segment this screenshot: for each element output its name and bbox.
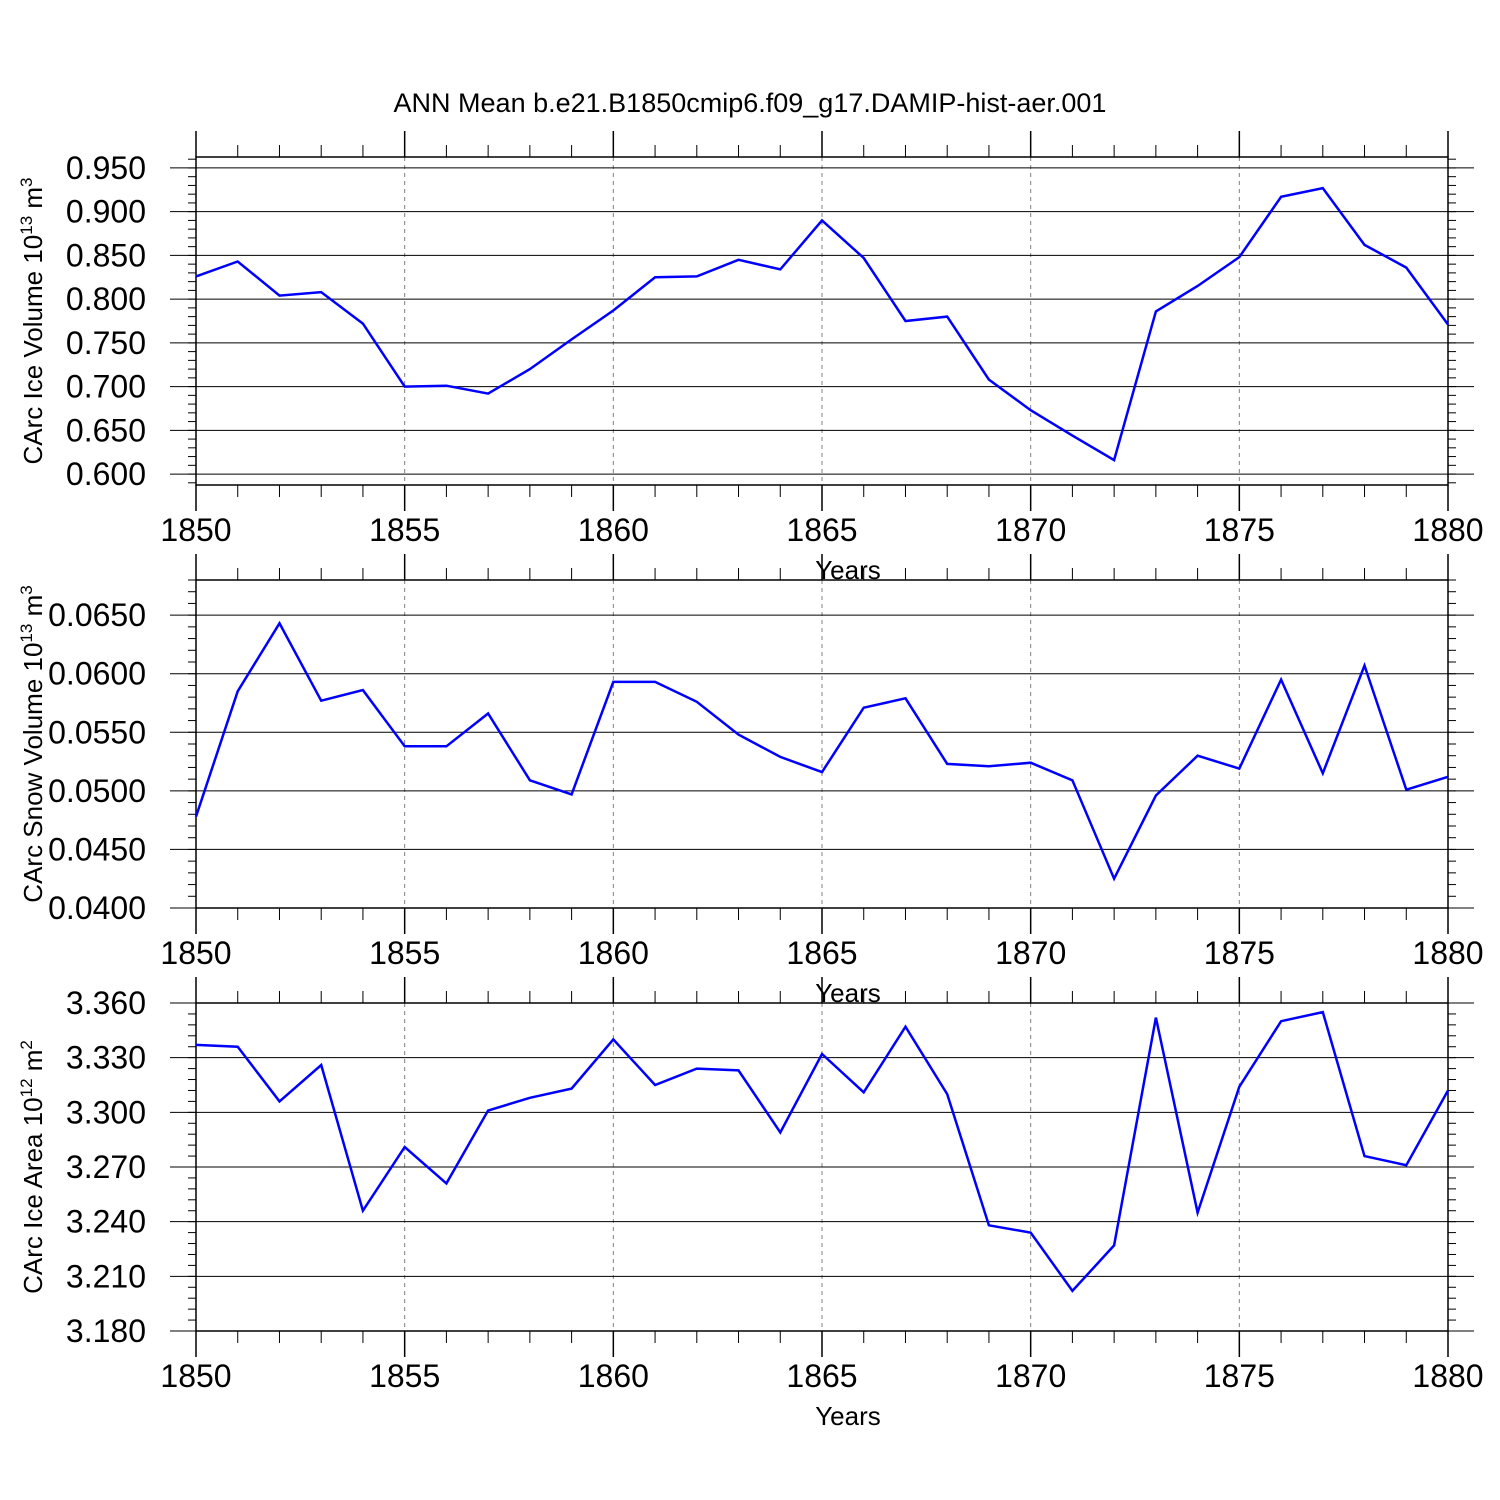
y-axis-title: CArc Snow Volume 1013 m3 bbox=[17, 585, 48, 902]
y-tick-label: 0.700 bbox=[66, 369, 146, 405]
x-tick-label: 1870 bbox=[995, 1358, 1066, 1394]
y-tick-label: 3.330 bbox=[66, 1040, 146, 1076]
x-tick-label: 1875 bbox=[1204, 935, 1275, 971]
y-tick-label: 3.270 bbox=[66, 1149, 146, 1185]
x-tick-label: 1875 bbox=[1204, 1358, 1275, 1394]
y-tick-label: 0.0550 bbox=[48, 714, 146, 750]
x-tick-label: 1870 bbox=[995, 935, 1066, 971]
x-tick-label: 1850 bbox=[160, 1358, 231, 1394]
y-tick-label: 3.180 bbox=[66, 1313, 146, 1349]
series-line bbox=[195, 186, 1450, 462]
page-title: ANN Mean b.e21.B1850cmip6.f09_g17.DAMIP-… bbox=[393, 88, 1107, 118]
y-axis-title: CArc Ice Area 1012 m2 bbox=[17, 1040, 48, 1294]
y-tick-label: 0.850 bbox=[66, 237, 146, 273]
y-tick-label: 3.210 bbox=[66, 1258, 146, 1294]
x-tick-label: 1860 bbox=[578, 512, 649, 548]
y-tick-label: 0.750 bbox=[66, 325, 146, 361]
x-tick-label: 1865 bbox=[786, 1358, 857, 1394]
chart-panel-2: 0.0400 0.0450 0.0500 0.0550 0.0600 0.0650 1850… bbox=[17, 554, 1484, 1008]
x-tick-label: 1860 bbox=[578, 1358, 649, 1394]
chart-panel-3: 3.180 3.210 3.240 3.270 3.300 3.330 3.360 1850 1… bbox=[17, 977, 1484, 1431]
x-tick-label: 1880 bbox=[1412, 512, 1483, 548]
y-tick-label: 0.0650 bbox=[48, 597, 146, 633]
x-tick-label: 1865 bbox=[786, 935, 857, 971]
x-tick-label: 1855 bbox=[369, 935, 440, 971]
chart-panel-1: 0.600 0.650 0.700 0.750 0.800 0.850 0.900 0.950… bbox=[17, 131, 1484, 585]
y-tick-label: 0.0450 bbox=[48, 831, 146, 867]
x-tick-label: 1870 bbox=[995, 512, 1066, 548]
x-axis-title: Years bbox=[815, 1401, 881, 1431]
y-tick-label: 3.360 bbox=[66, 985, 146, 1021]
x-tick-label: 1860 bbox=[578, 935, 649, 971]
x-tick-label: 1865 bbox=[786, 512, 857, 548]
y-tick-label: 0.800 bbox=[66, 281, 146, 317]
y-tick-label: 3.300 bbox=[66, 1094, 146, 1130]
y-axis-title: CArc Ice Volume 1013 m3 bbox=[17, 177, 48, 464]
x-tick-label: 1875 bbox=[1204, 512, 1275, 548]
y-tick-label: 0.0500 bbox=[48, 773, 146, 809]
y-tick-label: 0.0600 bbox=[48, 656, 146, 692]
y-tick-label: 3.240 bbox=[66, 1204, 146, 1240]
x-tick-label: 1880 bbox=[1412, 935, 1483, 971]
y-tick-label: 0.950 bbox=[66, 150, 146, 186]
x-tick-label: 1850 bbox=[160, 512, 231, 548]
y-tick-label: 0.650 bbox=[66, 412, 146, 448]
y-tick-label: 0.0400 bbox=[48, 890, 146, 926]
x-tick-label: 1850 bbox=[160, 935, 231, 971]
series-line bbox=[194, 620, 1449, 882]
x-tick-label: 1880 bbox=[1412, 1358, 1483, 1394]
y-tick-label: 0.900 bbox=[66, 194, 146, 230]
x-tick-label: 1855 bbox=[369, 512, 440, 548]
x-tick-label: 1855 bbox=[369, 1358, 440, 1394]
series-line bbox=[195, 1010, 1450, 1293]
y-tick-label: 0.600 bbox=[66, 456, 146, 492]
